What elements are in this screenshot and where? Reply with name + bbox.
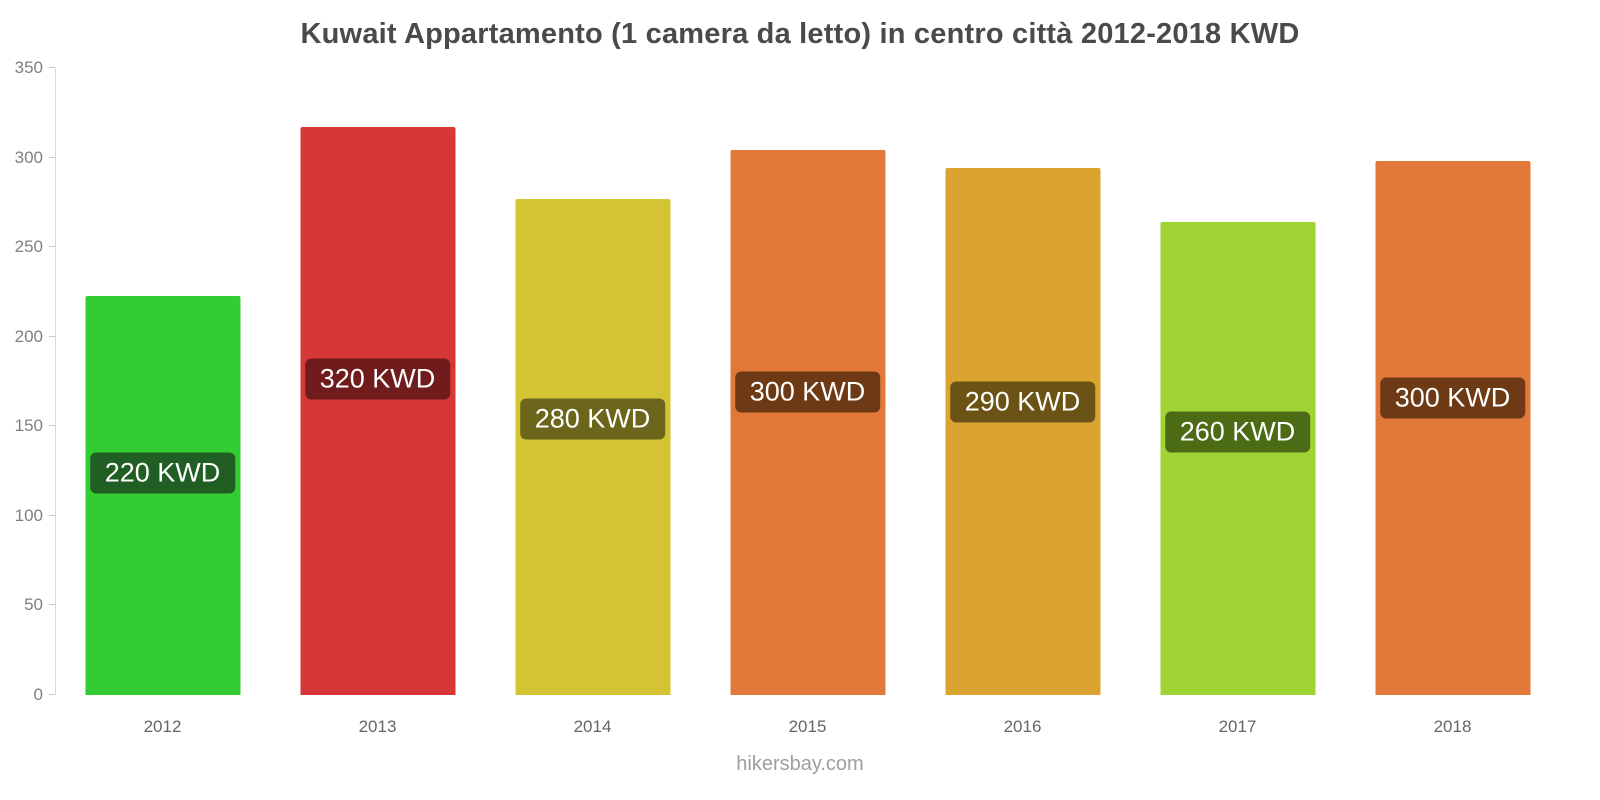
y-tick-mark bbox=[49, 335, 55, 337]
bar-value-label: 260 KWD bbox=[1164, 411, 1311, 453]
chart-title: Kuwait Appartamento (1 camera da letto) … bbox=[300, 18, 1300, 50]
bar-value-label: 290 KWD bbox=[949, 381, 1096, 423]
bar-slot: 300 KWD 2018 bbox=[1345, 68, 1560, 736]
y-tick-mark bbox=[49, 694, 55, 695]
bar-value-label: 320 KWD bbox=[304, 358, 451, 400]
bar bbox=[730, 150, 885, 695]
y-tick-label: 100 bbox=[14, 505, 43, 525]
bar-value-label: 300 KWD bbox=[1379, 377, 1526, 419]
x-tick-label: 2016 bbox=[1003, 717, 1042, 736]
bar-slot: 220 KWD 2012 bbox=[55, 68, 270, 736]
plot-area: 0 50 100 150 200 250 300 350 220 KWD 2012 320 KWD… bbox=[15, 58, 1560, 736]
y-tick-label: 250 bbox=[14, 237, 43, 257]
y-tick-label: 200 bbox=[14, 326, 43, 346]
bar-slot: 300 KWD 2015 bbox=[700, 68, 915, 736]
bar-slot: 260 KWD 2017 bbox=[1130, 68, 1345, 736]
bar-value-label: 300 KWD bbox=[734, 371, 881, 413]
y-tick-label: 50 bbox=[24, 595, 43, 615]
x-tick-label: 2012 bbox=[143, 717, 182, 736]
bar-slot: 320 KWD 2013 bbox=[270, 68, 485, 736]
bar-slot: 290 KWD 2016 bbox=[915, 68, 1130, 736]
y-tick-mark bbox=[49, 246, 55, 248]
y-tick-label: 0 bbox=[33, 685, 43, 704]
y-tick-label: 300 bbox=[14, 147, 43, 167]
bar bbox=[945, 168, 1100, 695]
x-tick-label: 2013 bbox=[358, 717, 397, 736]
x-tick-label: 2015 bbox=[788, 717, 827, 736]
y-tick-mark bbox=[49, 67, 55, 68]
bar-slot: 280 KWD 2014 bbox=[485, 68, 700, 736]
x-tick-label: 2017 bbox=[1218, 717, 1257, 736]
y-tick-label: 150 bbox=[14, 416, 43, 436]
bar bbox=[1375, 161, 1530, 695]
bar bbox=[85, 295, 240, 695]
y-axis-line bbox=[55, 68, 56, 695]
y-tick-label: 350 bbox=[14, 58, 43, 77]
y-tick-mark bbox=[49, 514, 55, 516]
bar bbox=[300, 127, 455, 695]
bar-value-label: 280 KWD bbox=[519, 398, 666, 440]
watermark-text: hikersbay.com bbox=[736, 753, 864, 775]
x-tick-label: 2018 bbox=[1433, 717, 1472, 736]
y-tick-mark bbox=[49, 156, 55, 158]
x-tick-label: 2014 bbox=[573, 717, 612, 736]
bar bbox=[1160, 222, 1315, 695]
bar-value-label: 220 KWD bbox=[89, 452, 236, 494]
bar bbox=[515, 198, 670, 695]
y-tick-mark bbox=[49, 425, 55, 427]
y-tick-mark bbox=[49, 604, 55, 606]
